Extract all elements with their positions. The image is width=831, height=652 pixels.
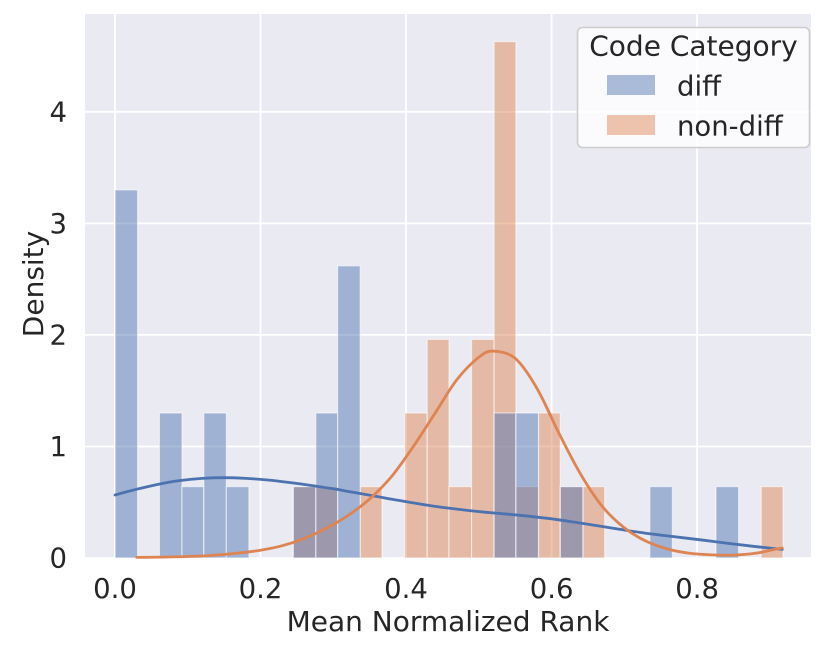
hist-bar-diff (515, 412, 540, 559)
hist-bar-non-diff (448, 486, 473, 559)
x-tick-label: 0.2 (239, 573, 283, 605)
hist-bar-non-diff (426, 338, 450, 559)
hist-bar-diff (158, 412, 183, 559)
hist-bar-diff (715, 486, 740, 559)
hist-bar-non-diff (470, 338, 495, 559)
kde-curves (113, 349, 784, 559)
kde-line-diff (113, 476, 784, 551)
legend-label-diff: diff (677, 71, 722, 103)
hist-bar-diff (181, 486, 205, 559)
y-tick-label: 1 (50, 431, 68, 463)
hist-bar-non-diff (404, 412, 428, 559)
hist-bar-diff (493, 412, 517, 559)
legend-swatch-diff (607, 75, 655, 95)
hist-bar-diff (114, 189, 139, 559)
x-tick-labels: 0.0 0.2 0.4 0.6 0.8 (93, 573, 719, 605)
legend: Code Category diff non-diff (576, 26, 811, 149)
legend-swatch-non-diff (607, 115, 655, 135)
hist-bar-diff (292, 486, 317, 559)
y-axis-title: Density (17, 231, 50, 337)
x-tick-label: 0.0 (93, 573, 137, 605)
hist-bar-non-diff (537, 412, 561, 559)
hist-bar-diff (649, 486, 673, 559)
legend-box (576, 26, 811, 149)
legend-title: Code Category (589, 30, 797, 63)
y-tick-label: 3 (50, 208, 68, 240)
kde-line-non-diff (135, 349, 784, 559)
x-tick-label: 0.6 (530, 573, 574, 605)
x-tick-label: 0.8 (675, 573, 719, 605)
x-axis-title: Mean Normalized Rank (287, 605, 611, 638)
y-tick-label: 0 (50, 543, 68, 575)
legend-label-non-diff: non-diff (677, 111, 784, 143)
x-tick-label: 0.4 (384, 573, 428, 605)
y-tick-label: 2 (50, 320, 68, 352)
y-tick-labels: 0 1 2 3 4 (50, 96, 68, 574)
hist-bar-diff (225, 486, 250, 559)
hist-bar-diff (337, 265, 361, 559)
hist-bar-non-diff (760, 486, 784, 559)
hist-bar-diff (203, 412, 228, 559)
y-tick-label: 4 (50, 96, 68, 128)
